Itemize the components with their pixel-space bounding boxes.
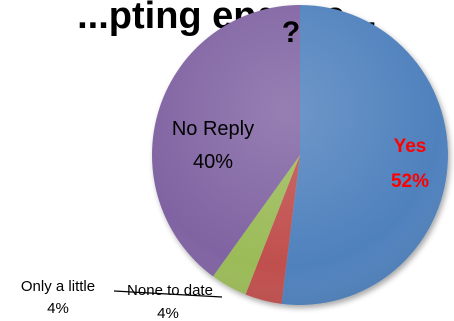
label-only-a-little: Only a little 4%: [21, 278, 95, 317]
label-no-reply-name: No Reply: [172, 118, 254, 140]
label-only-a-little-value: 4%: [47, 300, 69, 317]
label-yes-name: Yes: [394, 136, 427, 157]
chart-title-suffix: ?: [282, 16, 300, 49]
label-none-to-date-value: 4%: [157, 305, 179, 321]
label-none-to-date-name: None to date: [127, 282, 213, 299]
label-no-reply: No Reply 40%: [172, 118, 254, 173]
label-none-to-date: None to date 4%: [113, 282, 223, 321]
label-yes-value: 52%: [391, 171, 429, 192]
label-no-reply-value: 40%: [193, 151, 233, 173]
label-none-to-date-leader: [113, 290, 223, 298]
label-only-a-little-name: Only a little: [21, 278, 95, 295]
label-yes: Yes 52%: [391, 136, 429, 192]
